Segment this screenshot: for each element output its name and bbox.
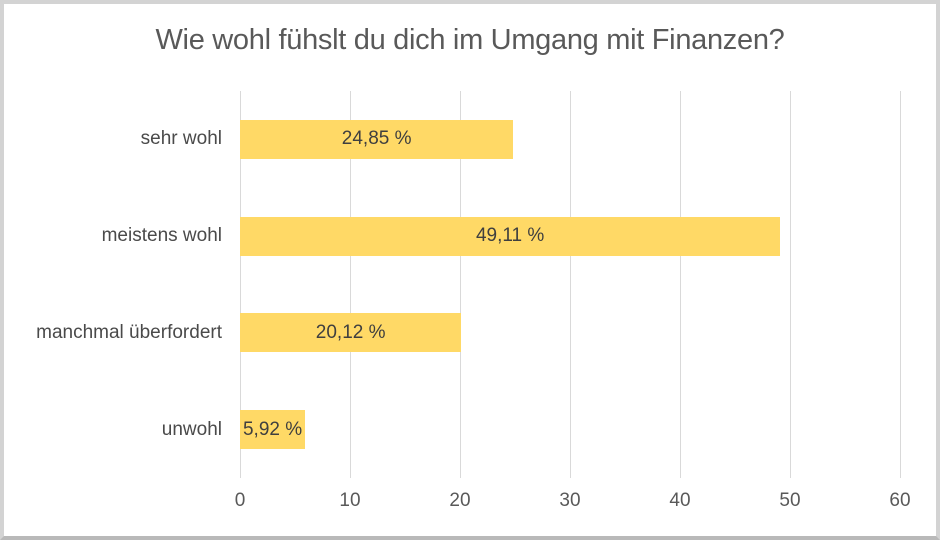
x-axis-tick-label: 10	[339, 490, 361, 511]
x-axis-tick-label: 0	[234, 490, 246, 511]
bar-2: 49,11 %	[240, 216, 781, 256]
bar-value-label: 49,11 %	[475, 225, 545, 247]
category-label: sehr wohl	[140, 128, 222, 150]
x-axis-tick-label: 40	[669, 490, 691, 511]
bar-4: 5,92 %	[240, 410, 306, 450]
x-axis-tick-label: 20	[449, 490, 471, 511]
bar-1: 24,85 %	[240, 119, 514, 159]
gridline	[459, 91, 461, 478]
chart-title: Wie wohl fühslt du dich im Umgang mit Fi…	[155, 24, 785, 56]
gridline	[679, 91, 681, 478]
gridline	[239, 91, 241, 478]
category-label: manchmal überfordert	[36, 321, 222, 343]
bar-value-label: 24,85 %	[341, 128, 412, 150]
category-label: unwohl	[161, 418, 222, 440]
x-axis-tick-label: 30	[559, 490, 581, 511]
category-label: meistens wohl	[101, 225, 222, 247]
chart-canvas: Wie wohl fühslt du dich im Umgang mit Fi…	[4, 4, 936, 536]
gridline	[349, 91, 351, 478]
gridline	[899, 91, 901, 478]
bar-value-label: 5,92 %	[242, 418, 303, 440]
bar-3: 20,12 %	[240, 313, 462, 353]
x-axis-tick-label: 60	[889, 490, 911, 511]
bar-value-label: 20,12 %	[315, 321, 386, 343]
gridline	[789, 91, 791, 478]
gridline	[569, 91, 571, 478]
x-axis-tick-label: 50	[779, 490, 801, 511]
